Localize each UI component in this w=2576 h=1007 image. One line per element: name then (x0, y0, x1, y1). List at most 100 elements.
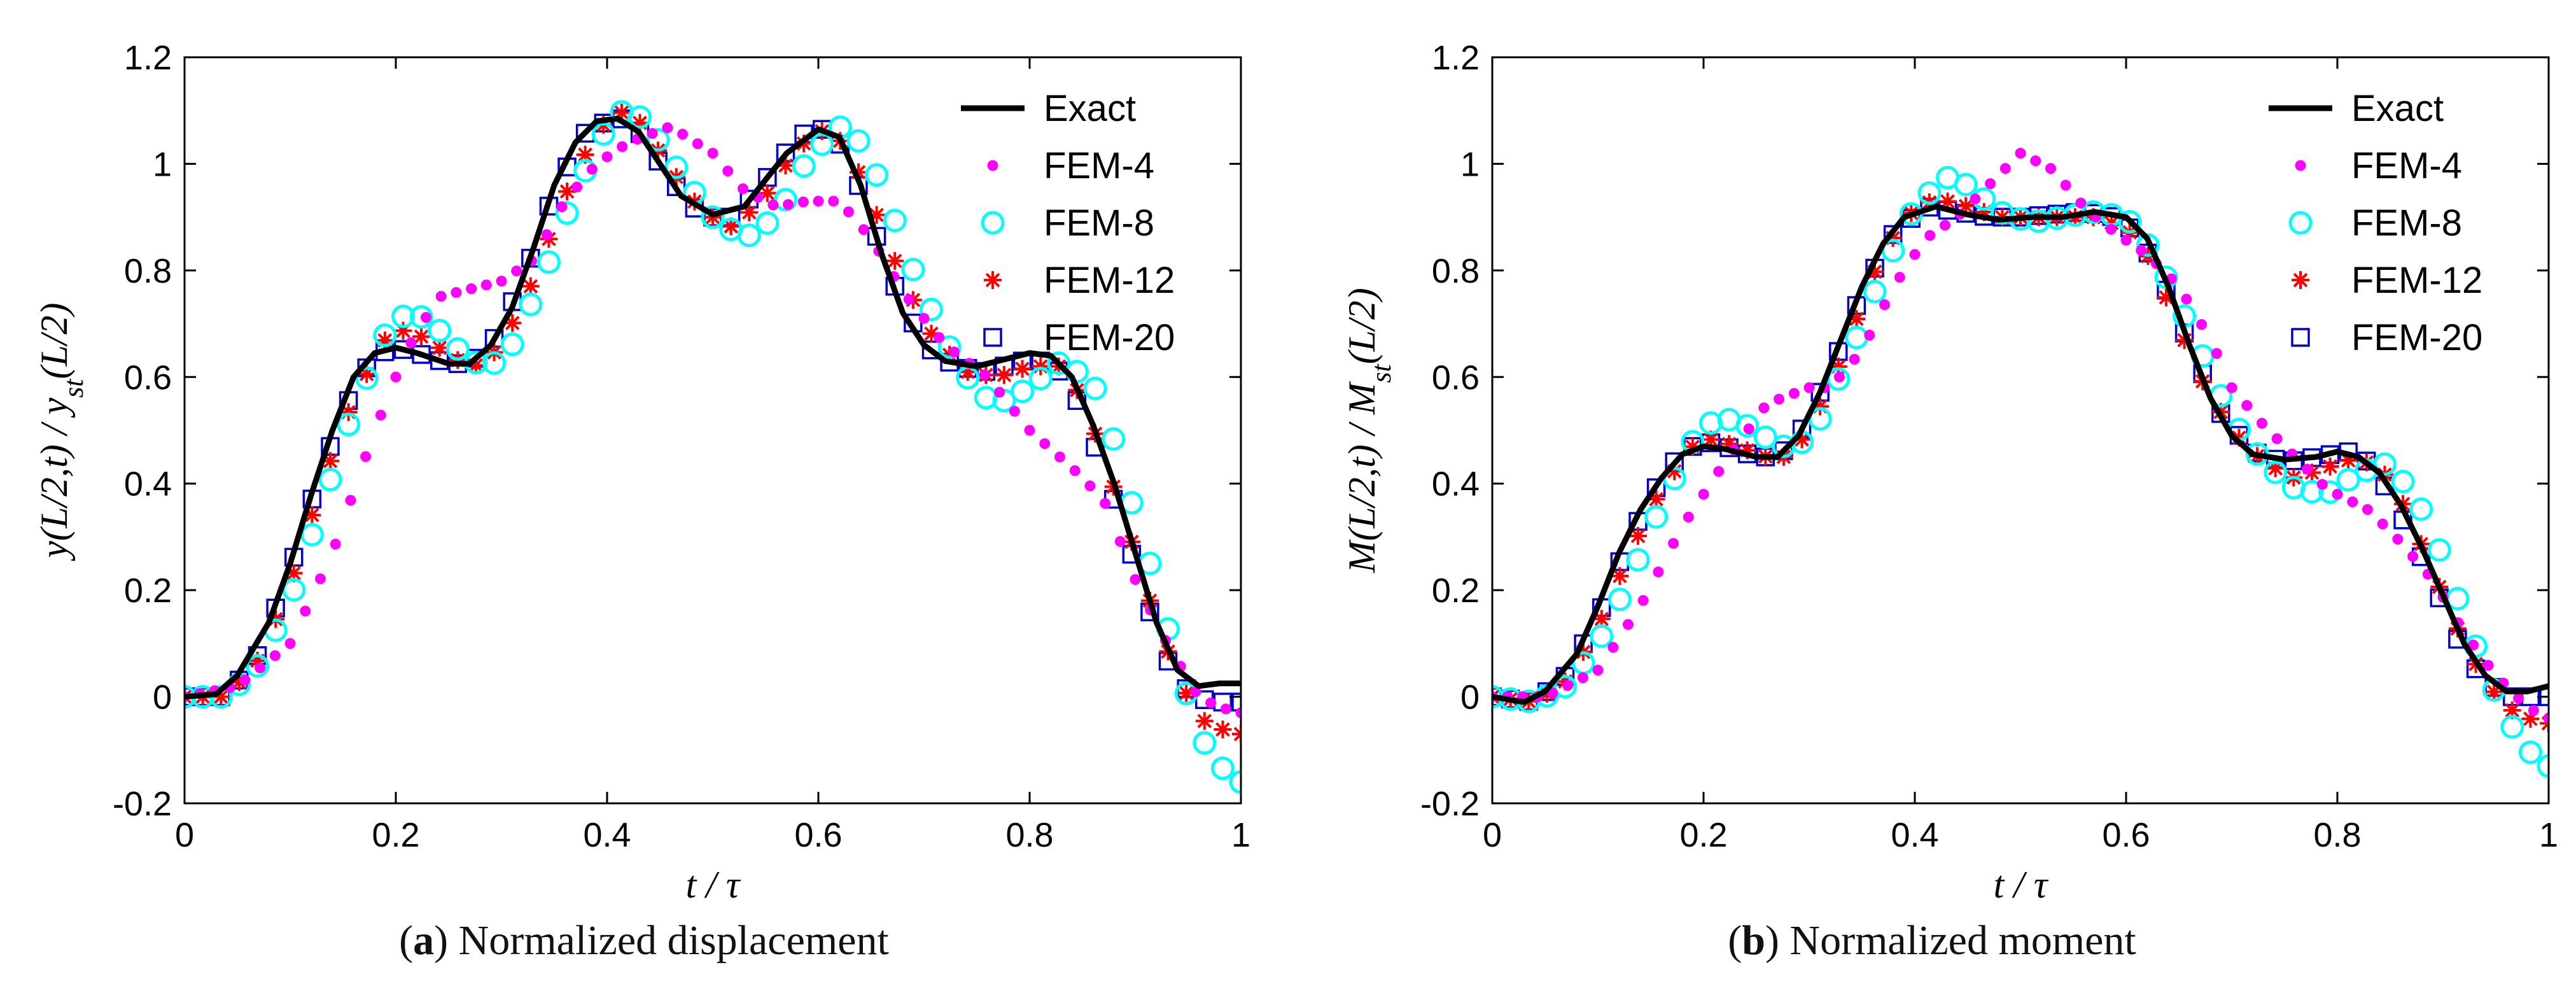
data-point (1702, 430, 1720, 449)
data-point (958, 363, 977, 381)
y-tick-label: 1 (1460, 145, 1480, 183)
data-point (1039, 438, 1051, 449)
data-point (2175, 331, 2194, 349)
data-point (2211, 348, 2222, 359)
data-point (1611, 567, 1629, 585)
data-point (1844, 325, 1868, 349)
data-point (300, 523, 324, 547)
data-point (1193, 731, 1217, 755)
data-point (1547, 687, 1558, 699)
legend-marker-fem-20 (2291, 328, 2310, 347)
data-point (722, 165, 734, 177)
legend-marker-fem-4 (2295, 160, 2306, 171)
data-point (707, 148, 718, 159)
data-point (918, 313, 930, 324)
data-point (1753, 425, 1777, 449)
data-point (318, 467, 342, 491)
data-point (2391, 470, 2415, 494)
legend-label: FEM-20 (1044, 317, 1175, 358)
data-point (2302, 463, 2321, 482)
data-point (2336, 468, 2360, 492)
chart-panel-a: 0 0.2 0.4 0.6 0.8 1-0.200.20.40.60.811.2t / τ… (33, 39, 1250, 906)
data-point (1849, 353, 1860, 365)
data-point (740, 203, 759, 222)
data-point (284, 564, 303, 582)
data-point (828, 195, 839, 207)
data-point (1758, 402, 1770, 414)
data-point (846, 129, 871, 153)
data-point (2075, 197, 2087, 209)
data-point (1683, 437, 1702, 456)
data-point (1833, 371, 1845, 383)
data-point (883, 208, 907, 232)
data-point (1847, 309, 1866, 328)
data-point (1084, 480, 1096, 491)
data-point (1130, 574, 1141, 585)
legend-label: FEM-12 (1044, 260, 1175, 301)
data-point (555, 201, 579, 225)
data-point (390, 371, 402, 383)
data-point (2372, 452, 2397, 476)
x-axis-label: t / τ (1994, 864, 2049, 906)
legend-label: FEM-4 (2351, 145, 2462, 187)
data-point (466, 356, 485, 374)
data-point (314, 573, 326, 584)
data-point (2015, 148, 2026, 159)
data-point (451, 287, 462, 299)
data-point (1863, 279, 1887, 304)
data-point (2377, 518, 2388, 530)
data-point (1975, 203, 1993, 222)
data-point (282, 578, 306, 602)
data-point (1811, 397, 1830, 416)
data-point (1592, 665, 1604, 676)
data-point (1793, 430, 1811, 449)
y-tick-label: 0.6 (1432, 358, 1480, 397)
data-point (373, 323, 397, 348)
data-point (2347, 496, 2358, 507)
data-point (480, 279, 492, 291)
data-point (677, 129, 689, 140)
data-point (2521, 710, 2540, 728)
data-point (1653, 566, 1664, 577)
data-point (1537, 684, 1556, 703)
data-point (435, 291, 447, 302)
data-point (1985, 178, 1996, 190)
series-fem-8 (1492, 165, 2549, 778)
data-point (1628, 526, 1647, 545)
data-point (2427, 538, 2451, 562)
data-point (1938, 192, 1957, 211)
legend-label: FEM-20 (2351, 317, 2482, 358)
data-point (995, 366, 1013, 384)
x-tick-label: 0.6 (2102, 816, 2150, 854)
data-point (843, 206, 854, 218)
data-point (2030, 155, 2041, 167)
data-point (1009, 405, 1020, 417)
data-point (1735, 414, 1760, 438)
data-point (1083, 376, 1107, 400)
data-point (1190, 686, 1201, 698)
data-point (1235, 707, 1241, 719)
data-point (1013, 360, 1032, 378)
data-point (2518, 740, 2542, 764)
data-point (1803, 382, 1815, 393)
data-point (394, 321, 412, 340)
data-point (239, 674, 251, 686)
data-point (849, 163, 867, 181)
y-tick-label: 0 (153, 679, 172, 717)
data-point (1954, 173, 1978, 197)
data-point (466, 283, 477, 295)
data-point (1644, 505, 1669, 529)
legend-marker-fem-4 (987, 160, 998, 171)
x-axis-label: t / τ (686, 864, 741, 906)
data-point (2500, 715, 2524, 739)
legend: Exact FEM-4 FEM-8 FEM-12 FEM-20 (2269, 88, 2482, 358)
data-point (354, 366, 379, 390)
legend-label: Exact (1044, 88, 1136, 129)
data-point (937, 335, 962, 359)
data-point (2120, 234, 2132, 246)
data-point (1220, 703, 1231, 715)
data-point (391, 304, 415, 328)
y-tick-label: 0.2 (124, 572, 172, 610)
data-point (737, 223, 761, 248)
data-point (1607, 588, 1632, 612)
